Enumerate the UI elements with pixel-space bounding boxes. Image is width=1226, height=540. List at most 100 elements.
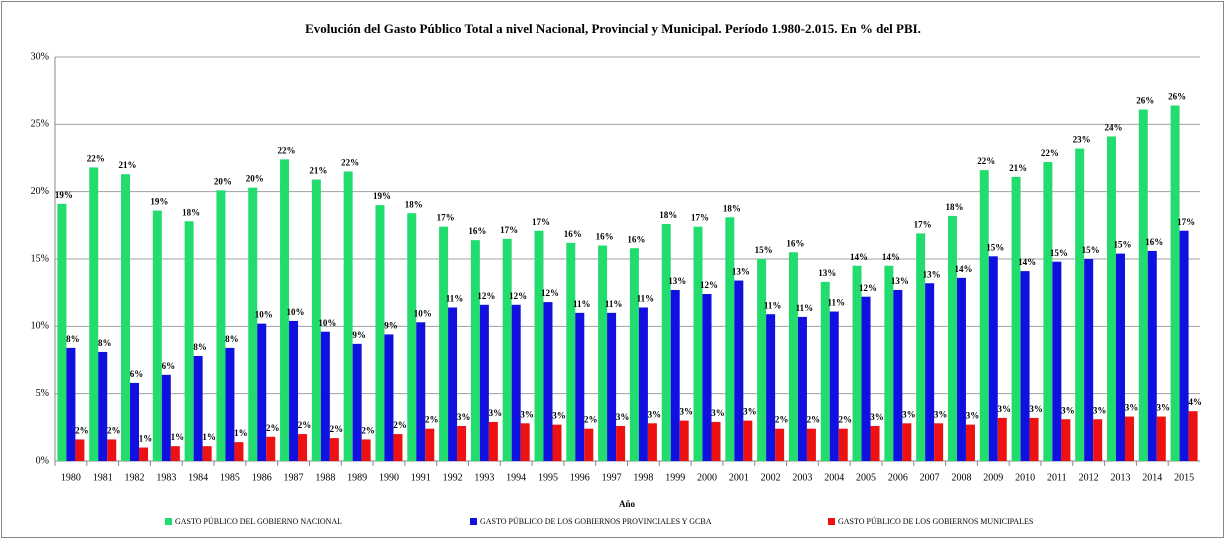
- bar: [66, 347, 76, 461]
- x-tick-label: 2015: [1174, 472, 1194, 483]
- x-tick-label: 2003: [792, 472, 812, 483]
- value-label: 2%: [584, 415, 598, 425]
- value-label: 3%: [1125, 403, 1139, 413]
- bar: [1156, 416, 1166, 461]
- value-label: 10%: [287, 307, 305, 317]
- value-label: 2%: [393, 420, 407, 430]
- value-label: 1%: [202, 432, 216, 442]
- value-label: 3%: [966, 411, 980, 421]
- bar: [361, 439, 371, 461]
- bar: [121, 174, 131, 461]
- bar: [184, 221, 194, 461]
- value-label: 22%: [341, 158, 359, 168]
- value-label: 8%: [98, 338, 112, 348]
- value-label: 19%: [373, 191, 391, 201]
- y-tick-label: 30%: [31, 51, 49, 62]
- value-label: 6%: [130, 369, 144, 379]
- value-label: 14%: [882, 252, 900, 262]
- value-label: 3%: [743, 407, 757, 417]
- chart-title: Evolución del Gasto Público Total a nive…: [305, 21, 921, 36]
- value-label: 3%: [1157, 403, 1171, 413]
- value-label: 17%: [1177, 217, 1195, 227]
- x-tick-label: 1989: [347, 472, 367, 483]
- y-tick-label: 5%: [36, 388, 49, 399]
- x-tick-label: 1985: [220, 472, 240, 483]
- x-tick-label: 1981: [93, 472, 113, 483]
- value-label: 11%: [637, 294, 655, 304]
- x-tick-label: 2001: [729, 472, 749, 483]
- value-label: 9%: [352, 330, 366, 340]
- bar: [552, 424, 562, 461]
- bar: [670, 289, 680, 461]
- bar: [607, 312, 617, 461]
- value-label: 3%: [870, 412, 884, 422]
- y-tick-label: 10%: [31, 321, 49, 332]
- value-label: 23%: [1073, 135, 1091, 145]
- value-label: 26%: [1168, 92, 1186, 102]
- value-label: 15%: [1050, 248, 1068, 258]
- value-label: 3%: [648, 409, 662, 419]
- bar: [757, 259, 767, 461]
- bar: [384, 334, 394, 461]
- value-label: 2%: [425, 415, 439, 425]
- value-label: 13%: [923, 269, 941, 279]
- bar: [98, 351, 108, 461]
- value-label: 3%: [457, 412, 471, 422]
- legend-swatch: [470, 518, 477, 525]
- bar: [266, 436, 276, 461]
- bar: [852, 265, 862, 461]
- bar: [470, 240, 480, 461]
- x-tick-label: 1988: [315, 472, 335, 483]
- bar: [343, 171, 353, 461]
- bar: [893, 289, 903, 461]
- bar: [575, 312, 585, 461]
- x-tick-label: 2014: [1142, 472, 1162, 483]
- value-label: 22%: [977, 156, 995, 166]
- bar: [638, 307, 648, 461]
- value-label: 2%: [807, 415, 821, 425]
- value-label: 14%: [1018, 257, 1036, 267]
- bar: [257, 323, 267, 461]
- x-tick-label: 1986: [252, 472, 272, 483]
- bar: [820, 281, 830, 461]
- bar: [352, 343, 362, 461]
- bar: [934, 423, 944, 461]
- bar: [534, 230, 544, 461]
- bar: [1124, 416, 1134, 461]
- bar: [289, 320, 299, 461]
- bar: [248, 187, 258, 462]
- value-label: 2%: [775, 415, 789, 425]
- x-tick-label: 1993: [474, 472, 494, 483]
- x-tick-label: 1980: [61, 472, 81, 483]
- x-tick-label: 2002: [761, 472, 781, 483]
- value-label: 1%: [234, 428, 248, 438]
- bar: [225, 347, 235, 461]
- legend-swatch: [828, 518, 835, 525]
- value-label: 12%: [700, 280, 718, 290]
- value-label: 3%: [489, 408, 503, 418]
- value-label: 17%: [691, 213, 709, 223]
- value-label: 16%: [468, 226, 486, 236]
- bar: [925, 283, 935, 461]
- bar: [1179, 230, 1189, 461]
- bar: [598, 245, 608, 461]
- bar: [1170, 105, 1180, 461]
- value-label: 16%: [596, 232, 614, 242]
- bar: [947, 215, 957, 461]
- value-label: 3%: [679, 407, 693, 417]
- bar: [234, 442, 244, 461]
- value-label: 2%: [107, 426, 121, 436]
- value-label: 12%: [541, 288, 559, 298]
- value-label: 22%: [1041, 148, 1059, 158]
- x-tick-label: 1983: [156, 472, 176, 483]
- x-tick-label: 2008: [951, 472, 971, 483]
- value-label: 13%: [732, 267, 750, 277]
- x-tick-label: 2012: [1079, 472, 1099, 483]
- value-label: 1%: [139, 434, 153, 444]
- bar: [629, 248, 639, 461]
- x-tick-label: 2007: [920, 472, 940, 483]
- value-label: 4%: [1188, 397, 1202, 407]
- value-label: 26%: [1136, 96, 1154, 106]
- x-tick-label: 1996: [570, 472, 590, 483]
- bar: [170, 446, 180, 461]
